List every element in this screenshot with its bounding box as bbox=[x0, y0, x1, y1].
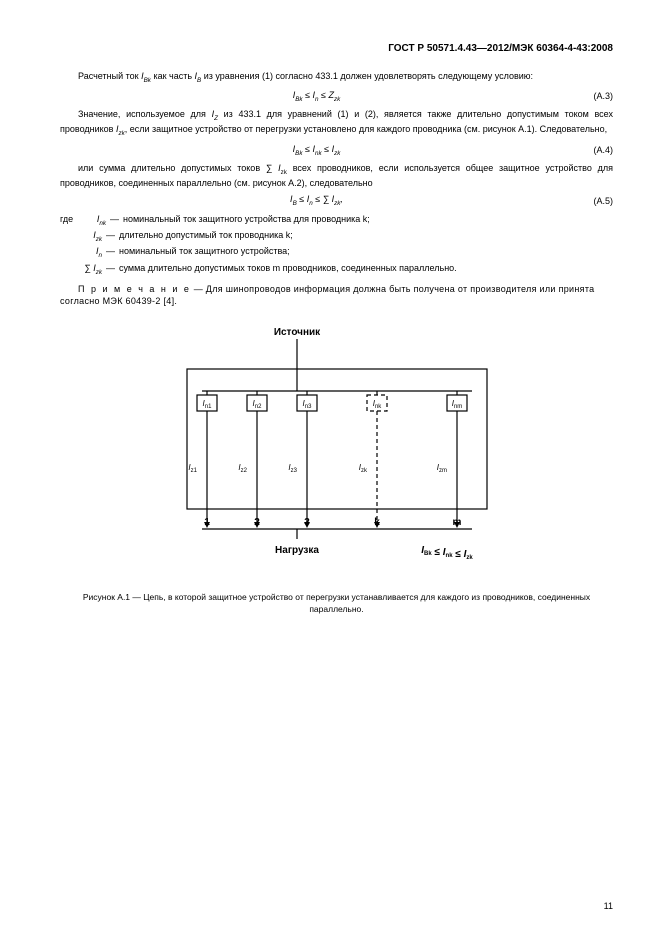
svg-text:Источник: Источник bbox=[273, 327, 320, 338]
def-text: длительно допустимый ток проводника k; bbox=[119, 229, 613, 244]
def-text: номинальный ток защитного устройства для… bbox=[123, 213, 613, 228]
equation-a5: IB ≤ In ≤ ∑ Izk, (A.5) bbox=[60, 193, 613, 208]
equation-body: IBk ≤ In ≤ Zzk bbox=[60, 89, 573, 104]
svg-text:m: m bbox=[452, 517, 461, 528]
equation-number: (A.3) bbox=[573, 90, 613, 102]
def-symbol: Ink bbox=[84, 213, 106, 228]
def-line: где Ink — номинальный ток защитного устр… bbox=[60, 213, 613, 228]
equation-body: IBk ≤ Ink ≤ Izk bbox=[60, 143, 573, 158]
def-symbol: Izk bbox=[60, 229, 102, 244]
svg-text:IBk ≤ Ink ≤ Izk: IBk ≤ Ink ≤ Izk bbox=[421, 545, 473, 561]
dash: — bbox=[106, 262, 115, 277]
circuit-diagram: ИсточникIn1Iz11In2Iz22In3Iz33InkIzkkInmI… bbox=[147, 319, 527, 579]
sub: Bk bbox=[144, 76, 151, 83]
def-symbol: ∑ Izk bbox=[60, 262, 102, 277]
dash: — bbox=[106, 245, 115, 260]
equation-number: (A.5) bbox=[573, 195, 613, 207]
figure-caption: Рисунок А.1 — Цепь, в которой защитное у… bbox=[60, 592, 613, 615]
doc-header: ГОСТ Р 50571.4.43—2012/МЭК 60364-4-43:20… bbox=[60, 42, 613, 56]
paragraph-3: или сумма длительно допустимых токов ∑ I… bbox=[60, 162, 613, 189]
text: из уравнения (1) согласно 433.1 должен у… bbox=[201, 71, 533, 81]
note-label: П р и м е ч а н и е bbox=[78, 284, 191, 294]
equation-a3: IBk ≤ In ≤ Zzk (A.3) bbox=[60, 89, 613, 104]
equation-number: (A.4) bbox=[573, 144, 613, 156]
text: , если защитное устройство от перегрузки… bbox=[125, 124, 607, 134]
dash: — bbox=[110, 213, 119, 228]
svg-text:1: 1 bbox=[204, 517, 210, 528]
equation-a4: IBk ≤ Ink ≤ Izk (A.4) bbox=[60, 143, 613, 158]
def-line: Izk — длительно допустимый ток проводник… bbox=[60, 229, 613, 244]
svg-text:3: 3 bbox=[304, 517, 310, 528]
svg-text:2: 2 bbox=[254, 517, 260, 528]
svg-text:Izk: Izk bbox=[358, 463, 367, 474]
def-line: In — номинальный ток защитного устройств… bbox=[60, 245, 613, 260]
text: как часть bbox=[151, 71, 195, 81]
def-line: ∑ Izk — сумма длительно допустимых токов… bbox=[60, 262, 613, 277]
page: ГОСТ Р 50571.4.43—2012/МЭК 60364-4-43:20… bbox=[0, 0, 661, 936]
def-text: номинальный ток защитного устройства; bbox=[119, 245, 613, 260]
dash: — bbox=[106, 229, 115, 244]
svg-text:Iz3: Iz3 bbox=[288, 463, 297, 474]
figure-a1: ИсточникIn1Iz11In2Iz22In3Iz33InkIzkkInmI… bbox=[147, 319, 527, 582]
paragraph-2: Значение, используемое для IZ из 433.1 д… bbox=[60, 108, 613, 139]
def-symbol: In bbox=[60, 245, 102, 260]
text: Расчетный ток bbox=[78, 71, 141, 81]
text: Значение, используемое для bbox=[78, 109, 212, 119]
note: П р и м е ч а н и е — Для шинопроводов и… bbox=[60, 283, 613, 307]
svg-text:Izm: Izm bbox=[436, 463, 446, 474]
equation-body: IB ≤ In ≤ ∑ Izk, bbox=[60, 193, 573, 208]
paragraph-1: Расчетный ток IBk как часть IB из уравне… bbox=[60, 70, 613, 85]
sym: ∑ Izk bbox=[266, 163, 287, 173]
definitions: где Ink — номинальный ток защитного устр… bbox=[60, 213, 613, 277]
svg-text:Iz1: Iz1 bbox=[188, 463, 197, 474]
svg-text:k: k bbox=[374, 517, 380, 528]
def-text: сумма длительно допустимых токов m прово… bbox=[119, 262, 613, 277]
text: или сумма длительно допустимых токов bbox=[78, 163, 266, 173]
def-where: где bbox=[60, 213, 80, 228]
svg-text:Нагрузка: Нагрузка bbox=[275, 545, 319, 556]
page-number: 11 bbox=[604, 900, 613, 912]
svg-text:Iz2: Iz2 bbox=[238, 463, 247, 474]
